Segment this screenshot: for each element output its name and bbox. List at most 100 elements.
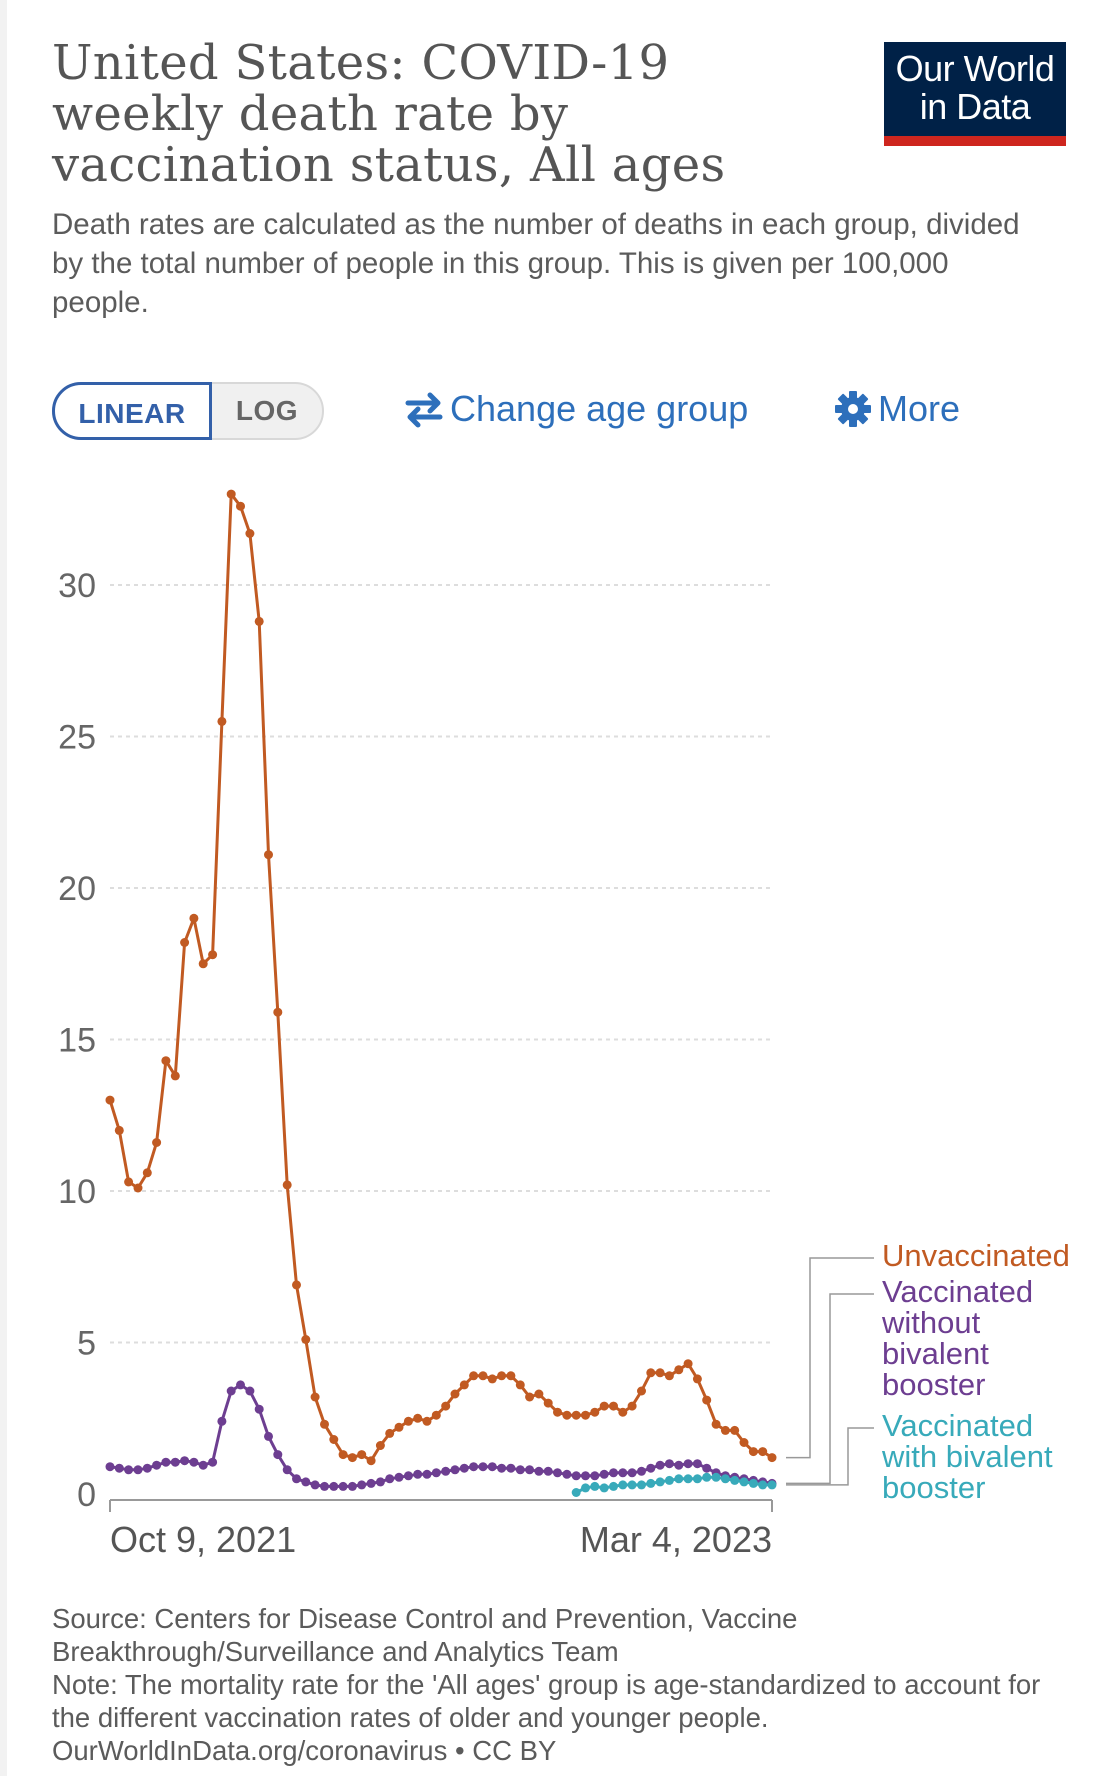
data-point[interactable] <box>170 1457 180 1467</box>
data-point[interactable] <box>264 1431 273 1441</box>
data-point[interactable] <box>459 1380 469 1390</box>
data-point[interactable] <box>720 1425 730 1435</box>
data-point[interactable] <box>189 1457 199 1467</box>
data-point[interactable] <box>282 1180 292 1190</box>
series-label-line[interactable]: without <box>881 1305 981 1340</box>
data-point[interactable] <box>646 1368 656 1378</box>
data-point[interactable] <box>469 1371 479 1381</box>
data-point[interactable] <box>124 1465 134 1475</box>
data-point[interactable] <box>534 1389 544 1399</box>
data-point[interactable] <box>357 1480 367 1490</box>
data-point[interactable] <box>758 1447 768 1457</box>
series-line-3[interactable] <box>575 1475 772 1494</box>
data-point[interactable] <box>385 1428 395 1438</box>
data-point[interactable] <box>114 1463 124 1473</box>
data-point[interactable] <box>413 1469 423 1479</box>
series-label-line[interactable]: Unvaccinated <box>882 1238 1070 1273</box>
data-point[interactable] <box>487 1462 497 1472</box>
data-point[interactable] <box>534 1466 544 1476</box>
data-point[interactable] <box>767 1453 777 1463</box>
data-point[interactable] <box>664 1459 674 1469</box>
data-point[interactable] <box>161 1457 171 1467</box>
data-point[interactable] <box>618 1407 628 1417</box>
data-point[interactable] <box>748 1447 758 1457</box>
data-point[interactable] <box>683 1359 693 1369</box>
data-point[interactable] <box>758 1480 768 1490</box>
data-point[interactable] <box>720 1474 730 1484</box>
data-point[interactable] <box>590 1481 600 1491</box>
data-point[interactable] <box>273 1450 283 1460</box>
data-point[interactable] <box>543 1398 553 1408</box>
data-point[interactable] <box>441 1466 451 1476</box>
data-point[interactable] <box>711 1419 721 1429</box>
series-label-line[interactable]: booster <box>882 1367 985 1402</box>
data-point[interactable] <box>441 1401 451 1411</box>
data-point[interactable] <box>282 1465 292 1475</box>
data-point[interactable] <box>161 1056 171 1066</box>
data-point[interactable] <box>506 1463 516 1473</box>
more-button[interactable]: More <box>834 384 960 434</box>
data-point[interactable] <box>366 1456 376 1466</box>
data-point[interactable] <box>105 1095 115 1105</box>
data-point[interactable] <box>338 1450 348 1460</box>
data-point[interactable] <box>618 1468 628 1478</box>
data-point[interactable] <box>320 1419 329 1429</box>
data-point[interactable] <box>683 1459 693 1469</box>
data-point[interactable] <box>152 1460 162 1470</box>
data-point[interactable] <box>618 1480 628 1490</box>
data-point[interactable] <box>487 1374 497 1384</box>
data-point[interactable] <box>655 1368 665 1378</box>
data-point[interactable] <box>627 1401 637 1411</box>
data-point[interactable] <box>571 1410 581 1420</box>
data-point[interactable] <box>422 1416 432 1426</box>
data-point[interactable] <box>497 1371 507 1381</box>
data-point[interactable] <box>562 1469 572 1479</box>
data-point[interactable] <box>478 1462 488 1472</box>
data-point[interactable] <box>450 1465 460 1475</box>
data-point[interactable] <box>646 1463 656 1473</box>
data-point[interactable] <box>674 1474 684 1484</box>
data-point[interactable] <box>236 501 245 511</box>
data-point[interactable] <box>478 1371 488 1381</box>
data-point[interactable] <box>515 1465 525 1475</box>
data-point[interactable] <box>581 1471 590 1481</box>
data-point[interactable] <box>394 1422 404 1432</box>
data-point[interactable] <box>711 1472 721 1482</box>
data-point[interactable] <box>152 1138 162 1147</box>
data-point[interactable] <box>599 1469 609 1479</box>
data-point[interactable] <box>124 1177 134 1187</box>
data-point[interactable] <box>767 1480 777 1490</box>
data-point[interactable] <box>581 1410 590 1420</box>
data-point[interactable] <box>338 1481 348 1491</box>
data-point[interactable] <box>264 850 273 860</box>
data-point[interactable] <box>692 1474 702 1484</box>
data-point[interactable] <box>627 1468 637 1478</box>
data-point[interactable] <box>525 1465 535 1475</box>
data-point[interactable] <box>497 1463 507 1473</box>
data-point[interactable] <box>375 1441 385 1450</box>
data-point[interactable] <box>515 1380 525 1390</box>
data-point[interactable] <box>301 1477 311 1487</box>
data-point[interactable] <box>403 1471 413 1481</box>
data-point[interactable] <box>198 1460 208 1470</box>
data-point[interactable] <box>739 1438 749 1447</box>
data-point[interactable] <box>170 1071 180 1081</box>
data-point[interactable] <box>189 913 199 923</box>
data-point[interactable] <box>375 1477 385 1487</box>
data-point[interactable] <box>469 1462 479 1472</box>
data-point[interactable] <box>357 1450 367 1460</box>
data-point[interactable] <box>525 1392 535 1402</box>
data-point[interactable] <box>646 1478 656 1488</box>
data-point[interactable] <box>385 1474 395 1484</box>
data-point[interactable] <box>198 959 208 969</box>
data-point[interactable] <box>702 1463 712 1473</box>
data-point[interactable] <box>627 1480 637 1490</box>
data-point[interactable] <box>637 1480 646 1490</box>
data-point[interactable] <box>739 1477 749 1487</box>
data-point[interactable] <box>664 1371 674 1381</box>
data-point[interactable] <box>730 1425 740 1435</box>
data-point[interactable] <box>655 1460 665 1470</box>
data-point[interactable] <box>394 1472 404 1482</box>
data-point[interactable] <box>637 1466 646 1476</box>
data-point[interactable] <box>674 1365 684 1375</box>
